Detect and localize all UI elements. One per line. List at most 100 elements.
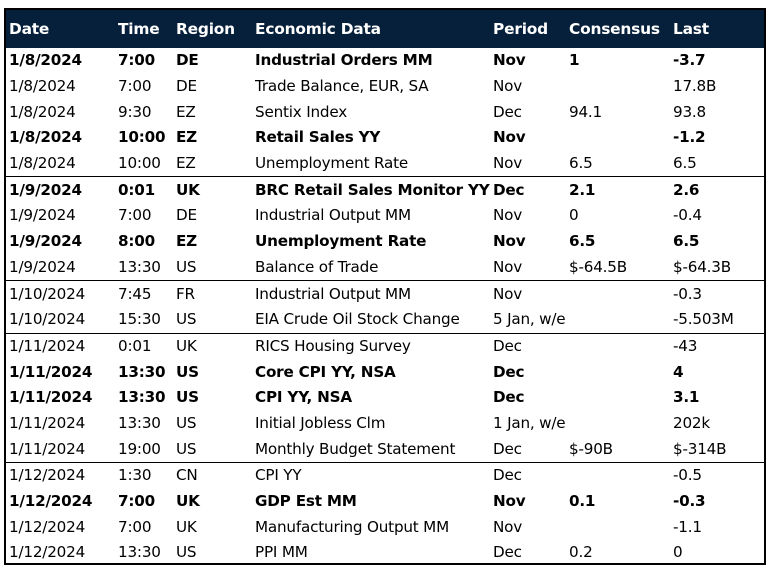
- table-row: 1/8/2024 10:00 EZ Unemployment Rate Nov …: [6, 150, 764, 178]
- region-cell: US: [176, 388, 199, 407]
- table-row: 1/12/2024 7:00 UK GDP Est MM Nov 0.1 -0.…: [6, 489, 764, 515]
- period-cell: 1 Jan, w/e: [493, 413, 566, 432]
- period-cell: Nov: [493, 51, 526, 70]
- date-cell: 1/10/2024: [6, 306, 115, 334]
- consensus-cell: [566, 281, 670, 307]
- table-row: 1/8/2024 7:00 DE Trade Balance, EUR, SA …: [6, 74, 764, 100]
- event-cell: PPI MM: [255, 543, 308, 562]
- period-cell: Dec: [493, 336, 522, 355]
- consensus-cell: [566, 306, 670, 334]
- table-row: 1/8/2024 10:00 EZ Retail Sales YY Nov -1…: [6, 125, 764, 151]
- region-cell: DE: [176, 77, 197, 96]
- date-cell: 1/8/2024: [9, 77, 76, 96]
- table-row: 1/11/2024 13:30 US Initial Jobless Clm 1…: [6, 411, 764, 437]
- time-cell: 7:00: [118, 51, 155, 70]
- period-cell: Dec: [493, 102, 522, 121]
- time-cell: 10:00: [115, 150, 173, 178]
- last-cell: 17.8B: [673, 77, 717, 96]
- region-cell: US: [173, 436, 252, 464]
- last-cell: -0.3: [673, 284, 702, 303]
- period-cell: Dec: [493, 543, 522, 562]
- last-cell: -0.3: [673, 492, 706, 511]
- region-cell: US: [173, 306, 252, 334]
- time-cell: 10:00: [118, 128, 166, 147]
- period-cell: Dec: [493, 180, 525, 199]
- region-cell: UK: [176, 517, 197, 536]
- date-cell: 1/8/2024: [6, 150, 115, 178]
- column-header-period: Period: [490, 10, 566, 48]
- table-row: 1/9/2024 7:00 DE Industrial Output MM No…: [6, 203, 764, 229]
- event-cell: Balance of Trade: [252, 254, 490, 282]
- date-cell: 1/9/2024: [9, 206, 76, 225]
- table-row: 1/11/2024 0:01 UK RICS Housing Survey De…: [6, 333, 764, 359]
- period-cell: Dec: [490, 436, 566, 464]
- time-cell: 13:30: [115, 254, 173, 282]
- economic-calendar-table: Date Time Region Economic Data Period Co…: [4, 8, 766, 565]
- period-cell: Nov: [493, 492, 526, 511]
- date-cell: 1/9/2024: [9, 180, 82, 199]
- table-row: 1/10/2024 15:30 US EIA Crude Oil Stock C…: [6, 306, 764, 334]
- consensus-cell: $-90B: [566, 436, 670, 464]
- region-cell: DE: [176, 51, 199, 70]
- table-row: 1/11/2024 19:00 US Monthly Budget Statem…: [6, 436, 764, 464]
- consensus-cell: [566, 411, 670, 437]
- time-cell: 7:00: [118, 77, 152, 96]
- column-header-economic-data: Economic Data: [252, 10, 490, 48]
- date-cell: 1/10/2024: [9, 284, 86, 303]
- period-cell: Nov: [493, 284, 523, 303]
- time-cell: 7:00: [118, 492, 155, 511]
- consensus-cell: [566, 385, 670, 411]
- date-cell: 1/12/2024: [9, 492, 93, 511]
- event-cell: GDP Est MM: [255, 492, 357, 511]
- last-cell: 4: [673, 362, 684, 381]
- last-cell: $-314B: [670, 436, 764, 464]
- time-cell: 7:00: [118, 206, 152, 225]
- table-row: 1/10/2024 7:45 FR Industrial Output MM N…: [6, 281, 764, 307]
- table-row: 1/9/2024 0:01 UK BRC Retail Sales Monito…: [6, 177, 764, 203]
- column-header-region: Region: [173, 10, 252, 48]
- event-cell: Monthly Budget Statement: [252, 436, 490, 464]
- last-cell: 93.8: [673, 102, 707, 121]
- last-cell: 2.6: [673, 180, 700, 199]
- time-cell: 19:00: [115, 436, 173, 464]
- event-cell: Retail Sales YY: [255, 128, 381, 147]
- table-row: 1/9/2024 13:30 US Balance of Trade Nov $…: [6, 254, 764, 282]
- period-cell: Nov: [493, 206, 523, 225]
- time-cell: 8:00: [118, 232, 155, 251]
- region-cell: EZ: [176, 102, 196, 121]
- region-cell: UK: [176, 180, 200, 199]
- last-cell: -3.7: [673, 51, 706, 70]
- last-cell: -0.5: [673, 466, 702, 485]
- table-row: 1/11/2024 13:30 US CPI YY, NSA Dec 3.1: [6, 385, 764, 411]
- table-row: 1/8/2024 9:30 EZ Sentix Index Dec 94.1 9…: [6, 99, 764, 125]
- period-cell: Nov: [493, 128, 526, 147]
- column-header-date: Date: [6, 10, 115, 48]
- period-cell: 5 Jan, w/e: [490, 306, 566, 334]
- date-cell: 1/9/2024: [6, 254, 115, 282]
- table-row: 1/12/2024 7:00 UK Manufacturing Output M…: [6, 514, 764, 540]
- date-cell: 1/11/2024: [9, 388, 93, 407]
- column-header-time: Time: [115, 10, 173, 48]
- date-cell: 1/12/2024: [9, 466, 86, 485]
- consensus-cell: 0.1: [569, 492, 596, 511]
- period-cell: Nov: [490, 150, 566, 178]
- period-cell: Nov: [490, 254, 566, 282]
- last-cell: 202k: [673, 413, 710, 432]
- event-cell: CPI YY: [255, 466, 302, 485]
- date-cell: 1/11/2024: [9, 362, 93, 381]
- time-cell: 1:30: [118, 466, 152, 485]
- time-cell: 7:45: [118, 284, 152, 303]
- consensus-cell: $-64.5B: [566, 254, 670, 282]
- last-cell: 6.5: [670, 150, 764, 178]
- period-cell: Nov: [493, 77, 523, 96]
- region-cell: EZ: [173, 150, 252, 178]
- region-cell: US: [176, 362, 199, 381]
- date-cell: 1/12/2024: [9, 543, 86, 562]
- table-row: 1/8/2024 7:00 DE Industrial Orders MM No…: [6, 48, 764, 74]
- last-cell: -1.2: [673, 128, 706, 147]
- date-cell: 1/12/2024: [9, 517, 86, 536]
- time-cell: 13:30: [118, 543, 161, 562]
- region-cell: DE: [176, 206, 197, 225]
- region-cell: US: [173, 254, 252, 282]
- period-cell: Dec: [493, 362, 525, 381]
